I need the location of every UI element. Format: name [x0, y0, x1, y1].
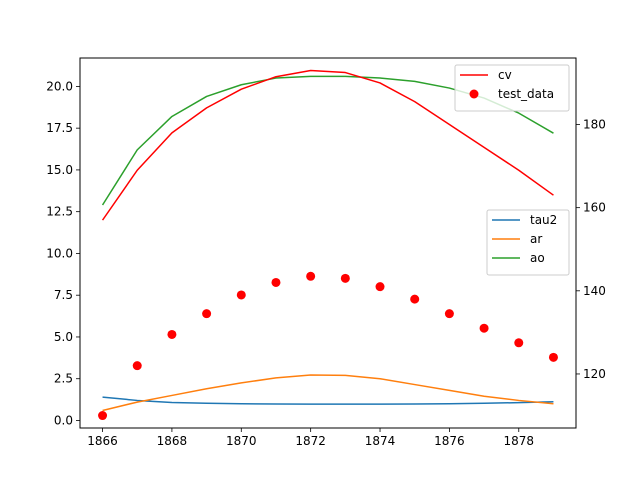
x-tick-label: 1866 [87, 434, 118, 448]
data-point-test_data [479, 323, 489, 333]
y-tick-label: 17.5 [46, 121, 73, 135]
left-y-axis: 0.0 2.5 5.0 7.5 10.0 12.5 15.0 17.5 20.0 [46, 79, 80, 427]
y2-tick-label: 140 [583, 284, 606, 298]
y-tick-label: 7.5 [54, 288, 73, 302]
x-tick-label: 1870 [226, 434, 257, 448]
y-tick-label: 15.0 [46, 163, 73, 177]
legend-label-tau2: tau2 [530, 213, 557, 227]
y-tick-label: 5.0 [54, 330, 73, 344]
data-point-test_data [202, 309, 212, 319]
y-tick-label: 2.5 [54, 372, 73, 386]
y-tick-label: 20.0 [46, 79, 73, 93]
x-tick-label: 1872 [295, 434, 326, 448]
series-line-ar [102, 374, 554, 412]
data-point-test_data [236, 290, 246, 300]
series-line-tau2 [102, 396, 554, 405]
plot-points [98, 271, 558, 421]
x-axis: 1866 1868 1870 1872 1874 1876 1878 [87, 428, 534, 448]
data-point-test_data [410, 294, 420, 304]
series-line-cv [101, 69, 554, 221]
right-y-axis: 120 140 160 180 [576, 118, 606, 381]
data-point-test_data [271, 277, 281, 287]
x-tick-label: 1878 [503, 434, 534, 448]
data-point-test_data [306, 271, 316, 281]
plot-frame [79, 57, 577, 429]
legend-center-right: tau2 ar ao [486, 209, 570, 276]
data-point-test_data [340, 273, 350, 283]
data-point-test_data [167, 329, 177, 339]
y2-tick-label: 180 [583, 118, 606, 132]
data-point-test_data [375, 282, 385, 292]
legend-upper-right: cv test_data [454, 64, 570, 112]
legend-label-cv: cv [498, 68, 512, 82]
x-tick-label: 1876 [434, 434, 465, 448]
data-point-test_data [98, 411, 108, 421]
data-point-test_data [444, 309, 454, 319]
legend-swatch-test_data [469, 89, 479, 99]
data-point-test_data [548, 352, 558, 362]
x-tick-label: 1868 [157, 434, 188, 448]
y-tick-label: 10.0 [46, 246, 73, 260]
legend-label-test_data: test_data [498, 87, 554, 101]
data-point-test_data [514, 338, 524, 348]
legend-label-ao: ao [530, 251, 545, 265]
y-tick-label: 12.5 [46, 205, 73, 219]
y2-tick-label: 120 [583, 367, 606, 381]
legend-label-ar: ar [530, 232, 542, 246]
legend-box [454, 64, 570, 112]
legends: cv test_data tau2 ar ao [454, 64, 570, 276]
y2-tick-label: 160 [583, 201, 606, 215]
y-tick-label: 0.0 [54, 413, 73, 427]
data-point-test_data [132, 361, 142, 371]
x-tick-label: 1874 [365, 434, 396, 448]
